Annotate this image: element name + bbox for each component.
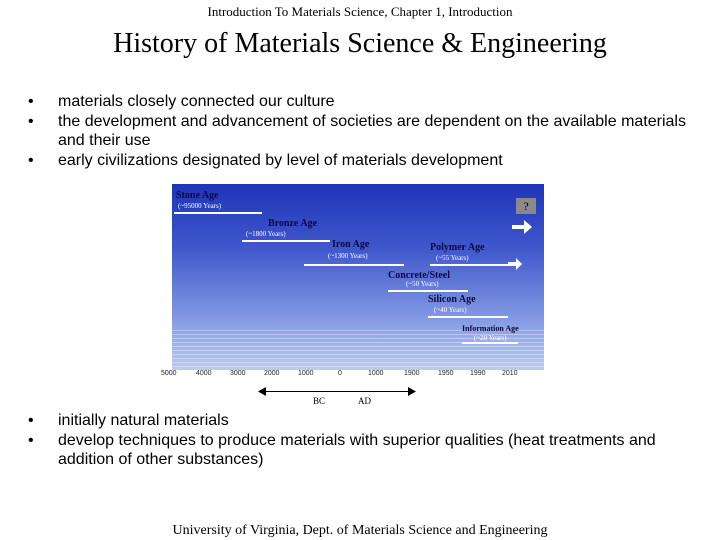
question-mark-box: ? bbox=[516, 198, 536, 214]
age-years-silicon: (~40 Years) bbox=[434, 306, 467, 314]
age-label-stone: Stone Age bbox=[176, 190, 219, 201]
age-bar-polymer bbox=[430, 264, 510, 266]
bullet-text: initially natural materials bbox=[58, 412, 229, 429]
bc-label: BC bbox=[313, 396, 326, 406]
page-header: Introduction To Materials Science, Chapt… bbox=[207, 4, 513, 19]
axis-tick-label: 3000 bbox=[230, 370, 246, 377]
age-years-stone: (~95000 Years) bbox=[178, 202, 222, 210]
axis-tick-label: 2000 bbox=[264, 370, 280, 377]
axis-tick-label: 4000 bbox=[196, 370, 212, 377]
top-bullet-list: • materials closely connected our culture… bbox=[28, 92, 700, 171]
bullet-icon: • bbox=[28, 152, 34, 169]
age-label-concrete-steel: Concrete/Steel bbox=[388, 270, 451, 281]
bullet-icon: • bbox=[28, 113, 34, 130]
bullet-icon: • bbox=[28, 93, 34, 110]
axis-tick-label: 2010 bbox=[502, 370, 518, 377]
arrow-right-icon bbox=[408, 387, 416, 396]
age-bar-silicon bbox=[428, 316, 508, 318]
bullet-text: the development and advancement of socie… bbox=[58, 113, 686, 149]
age-label-iron: Iron Age bbox=[332, 239, 370, 250]
age-bar-stone bbox=[174, 212, 262, 214]
slide-title: History of Materials Science & Engineeri… bbox=[113, 28, 607, 59]
timeline-background-stripes bbox=[172, 330, 544, 370]
age-years-information: (~20 Years) bbox=[474, 334, 507, 342]
page-footer: University of Virginia, Dept. of Materia… bbox=[172, 523, 548, 538]
bullet-icon: • bbox=[28, 432, 34, 449]
age-years-concrete-steel: (~50 Years) bbox=[406, 280, 439, 288]
age-bar-concrete-steel bbox=[388, 290, 468, 292]
age-label-bronze: Bronze Age bbox=[268, 218, 317, 229]
bullet-text: materials closely connected our culture bbox=[58, 93, 335, 110]
age-years-iron: (~1300 Years) bbox=[328, 252, 368, 260]
axis-tick-label: 1000 bbox=[298, 370, 314, 377]
bullet-item: • develop techniques to produce materials… bbox=[28, 431, 700, 469]
arrow-left-icon bbox=[258, 387, 266, 396]
age-years-bronze: (~1800 Years) bbox=[246, 230, 286, 238]
arrow-right-icon bbox=[508, 258, 522, 270]
bottom-bullet-list: • initially natural materials • develop te… bbox=[28, 411, 700, 470]
age-label-polymer: Polymer Age bbox=[430, 242, 485, 253]
age-bar-information bbox=[462, 342, 518, 344]
bullet-icon: • bbox=[28, 412, 34, 429]
bullet-item: • initially natural materials bbox=[28, 411, 700, 430]
axis-tick-label: 1950 bbox=[438, 370, 454, 377]
bullet-item: • materials closely connected our culture bbox=[28, 92, 700, 111]
ad-label: AD bbox=[358, 396, 371, 406]
age-bar-iron bbox=[304, 264, 404, 266]
axis-tick-label: 1900 bbox=[404, 370, 420, 377]
axis-tick-label: 0 bbox=[338, 370, 342, 377]
axis-tick-label: 5000 bbox=[161, 370, 177, 377]
arrow-right-icon bbox=[512, 220, 532, 234]
age-label-information: Information Age bbox=[462, 324, 519, 333]
age-years-polymer: (~55 Years) bbox=[436, 254, 469, 262]
bullet-text: early civilizations designated by level … bbox=[58, 152, 503, 169]
axis-tick-label: 1990 bbox=[470, 370, 486, 377]
age-label-silicon: Silicon Age bbox=[428, 294, 476, 305]
axis-tick-label: 1000 bbox=[368, 370, 384, 377]
bullet-item: • the development and advancement of soci… bbox=[28, 112, 700, 150]
bullet-text: develop techniques to produce materials … bbox=[58, 432, 656, 468]
age-bar-bronze bbox=[242, 240, 330, 242]
bc-ad-arrow bbox=[264, 391, 410, 392]
materials-timeline-figure: Stone Age (~95000 Years) Bronze Age (~18… bbox=[172, 184, 544, 370]
bullet-item: • early civilizations designated by level… bbox=[28, 151, 700, 170]
